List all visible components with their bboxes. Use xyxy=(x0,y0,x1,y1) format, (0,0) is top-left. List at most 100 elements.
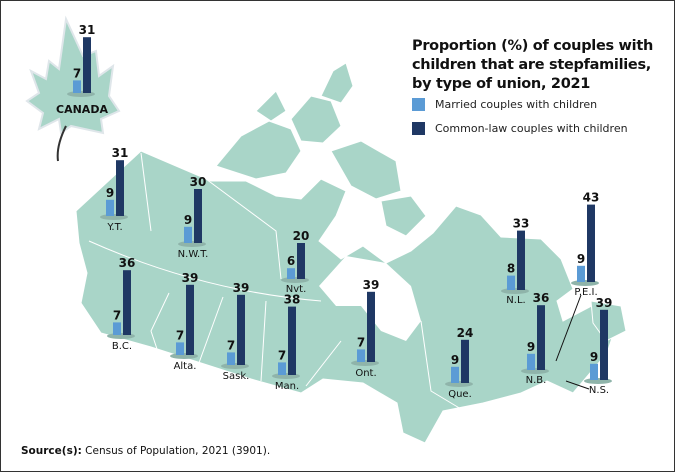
legend-swatch-common-law xyxy=(412,122,425,135)
data-label-married: 7 xyxy=(73,66,81,80)
data-label-married: 9 xyxy=(184,213,192,227)
region-label: Y.T. xyxy=(106,222,122,233)
arctic-island xyxy=(290,95,342,144)
bar-married xyxy=(184,226,192,243)
legend-swatch-married xyxy=(412,98,425,111)
bar-married xyxy=(73,80,81,93)
region-label: B.C. xyxy=(112,341,132,352)
bar-common-law xyxy=(587,204,595,282)
region-label: Man. xyxy=(275,381,299,392)
bar-common-law xyxy=(288,306,296,375)
bar-married xyxy=(527,353,535,370)
data-label-common-law: 43 xyxy=(583,191,600,205)
arctic-island xyxy=(255,90,287,122)
border-on-qc xyxy=(420,320,462,410)
bar-married xyxy=(451,366,459,383)
bar-common-law xyxy=(517,230,525,290)
border-60th xyxy=(88,240,322,302)
data-label-common-law: 24 xyxy=(457,326,474,340)
region-label: N.W.T. xyxy=(178,249,209,260)
legend-common-law: Common-law couples with children xyxy=(412,122,628,135)
data-label-married: 7 xyxy=(278,348,286,362)
border-nwt-nvt xyxy=(205,178,282,280)
bar-common-law xyxy=(461,339,469,383)
arctic-island xyxy=(380,195,427,237)
data-label-common-law: 30 xyxy=(190,175,207,189)
data-label-married: 9 xyxy=(451,353,459,367)
bar-married xyxy=(113,322,121,335)
arctic-island xyxy=(320,62,354,104)
legend-label: Common-law couples with children xyxy=(435,122,628,135)
legend-label: Married couples with children xyxy=(435,98,598,111)
bar-common-law xyxy=(186,284,194,355)
data-label-common-law: 20 xyxy=(293,229,310,243)
region-label: Que. xyxy=(448,389,472,400)
data-label-married: 7 xyxy=(113,308,121,322)
data-label-married: 7 xyxy=(227,338,235,352)
data-label-common-law: 36 xyxy=(533,291,550,305)
source-label: Source(s): xyxy=(21,445,82,457)
data-label-common-law: 38 xyxy=(284,293,301,307)
newfoundland xyxy=(590,300,627,342)
bar-common-law xyxy=(123,270,131,335)
bar-common-law xyxy=(537,305,545,370)
border-sk-mb xyxy=(260,300,267,382)
bar-common-law xyxy=(83,37,91,93)
data-label-married: 9 xyxy=(106,186,114,200)
border-mb-on xyxy=(305,340,342,387)
data-label-common-law: 39 xyxy=(363,278,380,292)
bar-married xyxy=(357,349,365,362)
source-text: Census of Population, 2021 (3901). xyxy=(85,445,271,457)
data-label-common-law: 36 xyxy=(119,256,136,270)
bar-married xyxy=(577,265,585,282)
region-label: Ont. xyxy=(355,368,376,379)
border-ab-sk xyxy=(195,296,224,372)
data-label-married: 9 xyxy=(577,252,585,266)
bar-common-law xyxy=(116,160,124,216)
bar-common-law xyxy=(194,189,202,243)
data-label-married: 7 xyxy=(357,335,365,349)
data-label-married: 9 xyxy=(590,350,598,364)
bar-common-law xyxy=(367,291,375,362)
data-label-married: 6 xyxy=(287,254,295,268)
bar-married xyxy=(590,363,598,380)
region-label: CANADA xyxy=(56,103,108,116)
maple-leaf xyxy=(25,15,121,162)
data-label-common-law: 33 xyxy=(513,217,530,231)
ns-callout-line xyxy=(565,380,590,390)
data-label-common-law: 31 xyxy=(79,23,96,37)
data-label-married: 9 xyxy=(527,340,535,354)
bar-common-law xyxy=(297,243,305,279)
data-label-common-law: 31 xyxy=(112,146,129,160)
bar-married xyxy=(227,352,235,365)
legend-married: Married couples with children xyxy=(412,98,597,111)
data-label-married: 8 xyxy=(507,262,515,276)
border-yt-nwt xyxy=(140,152,152,232)
region-label: Sask. xyxy=(223,371,250,382)
bar-common-law xyxy=(237,294,245,365)
bar-common-law xyxy=(600,309,608,380)
chart-title: Proportion (%) of couples with children … xyxy=(412,38,653,92)
bar-married xyxy=(287,268,295,279)
bar-married xyxy=(278,362,286,375)
bar-married xyxy=(176,342,184,355)
data-label-common-law: 39 xyxy=(233,281,250,295)
region-label: N.B. xyxy=(526,375,547,386)
arctic-island xyxy=(330,140,402,200)
arctic-island xyxy=(215,120,302,180)
data-label-common-law: 39 xyxy=(182,271,199,285)
region-label: N.S. xyxy=(589,385,609,396)
data-label-common-law: 39 xyxy=(596,296,613,310)
bar-married xyxy=(507,275,515,290)
region-label: N.L. xyxy=(506,295,525,306)
region-label: Nvt. xyxy=(286,284,307,295)
region-label: Alta. xyxy=(174,361,197,372)
region-label: P.E.I. xyxy=(574,287,597,298)
bar-married xyxy=(106,199,114,216)
border-bc-ab xyxy=(150,292,170,362)
data-label-married: 7 xyxy=(176,328,184,342)
pei-callout-line xyxy=(555,294,582,362)
source-note: Source(s): Census of Population, 2021 (3… xyxy=(21,445,270,457)
